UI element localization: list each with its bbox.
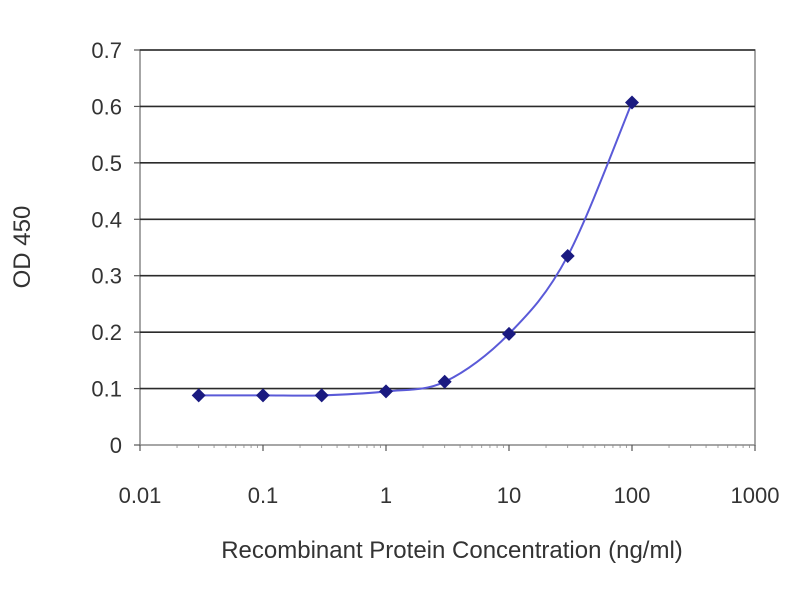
x-tick-label-1: 0.1 xyxy=(248,483,279,508)
x-tick-label-3: 10 xyxy=(497,483,521,508)
x-tick-label-0: 0.01 xyxy=(119,483,162,508)
series-group xyxy=(191,95,639,403)
data-point-1 xyxy=(256,388,270,403)
x-tick-label-4: 100 xyxy=(614,483,651,508)
y-tick-label-6: 0.6 xyxy=(91,94,122,119)
x-tick-label-5: 1000 xyxy=(731,483,780,508)
y-axis-label: OD 450 xyxy=(9,206,36,289)
y-tick-label-3: 0.3 xyxy=(91,264,122,289)
y-tick-label-2: 0.2 xyxy=(91,320,122,345)
data-point-2 xyxy=(314,388,329,403)
x-axis-label: Recombinant Protein Concentration (ng/ml… xyxy=(221,537,683,564)
y-tick-label-1: 0.1 xyxy=(91,377,122,402)
y-tick-label-7: 0.7 xyxy=(91,38,122,63)
data-point-0 xyxy=(191,388,206,403)
data-point-4 xyxy=(437,374,452,389)
axes: 0 0.1 0.2 0.3 0.4 0.5 0.6 0.7 0.01 0.1 1 10 100 1000 xyxy=(91,38,779,508)
gridlines xyxy=(140,49,755,390)
data-point-6 xyxy=(560,248,575,263)
data-point-5 xyxy=(502,326,516,341)
y-tick-label-0: 0 xyxy=(110,433,122,458)
data-point-7 xyxy=(625,95,639,110)
data-point-3 xyxy=(379,384,393,399)
y-tick-label-5: 0.5 xyxy=(91,151,122,176)
y-tick-label-4: 0.4 xyxy=(91,207,122,232)
x-tick-label-2: 1 xyxy=(380,483,392,508)
